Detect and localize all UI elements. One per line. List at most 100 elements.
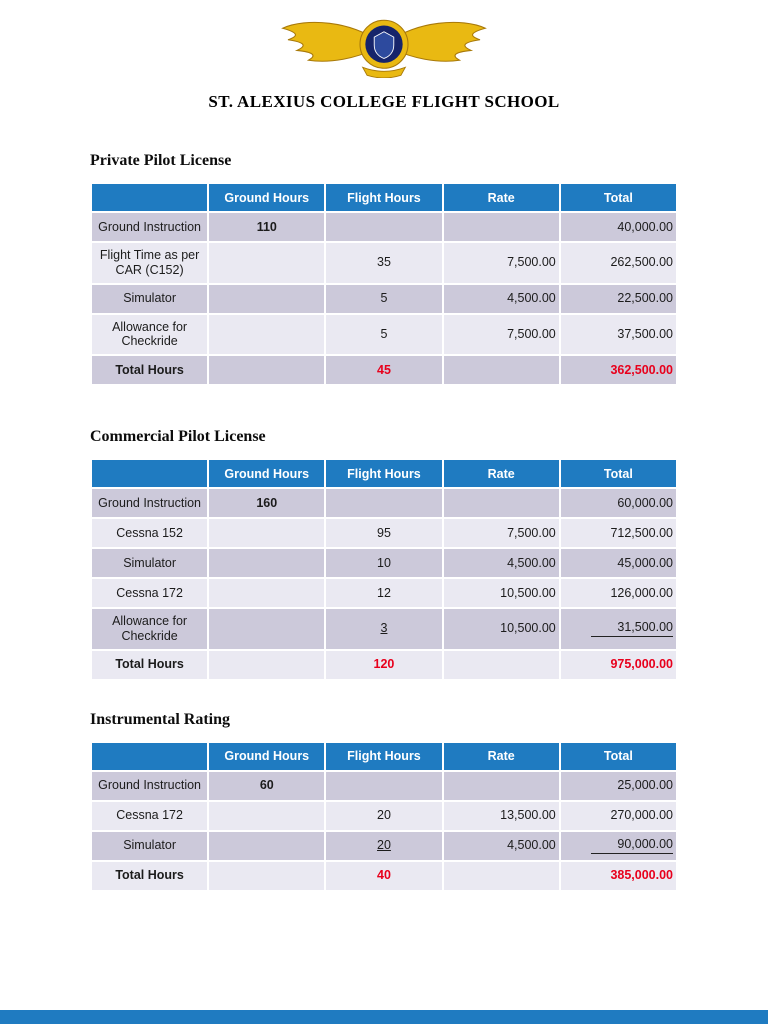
table-row: Simulator 5 4,500.00 22,500.00 [92,284,676,313]
cell-flight-hours: 3 [326,609,442,649]
table-row: Allowance for Checkride 5 7,500.00 37,50… [92,314,676,354]
table-instrumental-rating: Ground Hours Flight Hours Rate Total Gro… [90,741,678,892]
cell-ground-hours: 110 [209,213,325,241]
page-title: ST. ALEXIUS COLLEGE FLIGHT SCHOOL [208,92,560,111]
header-rate: Rate [443,184,559,211]
row-label: Ground Instruction [92,213,208,241]
cell-total: 126,000.00 [560,579,676,607]
row-label: Allowance for Checkride [92,609,208,649]
cell-grand-total: 385,000.00 [560,861,676,890]
cell-rate [443,771,559,800]
table-private-pilot-license: Ground Hours Flight Hours Rate Total Gro… [90,182,678,386]
header-ground-hours: Ground Hours [209,742,325,770]
cell-ground-hours [209,650,325,679]
cell-ground-hours: 160 [209,489,325,517]
cell-rate: 4,500.00 [443,549,559,577]
wings-logo-icon [281,19,487,78]
cell-grand-total: 362,500.00 [560,356,676,384]
cell-rate: 7,500.00 [443,243,559,283]
cell-ground-hours [209,314,325,354]
cell-total: 37,500.00 [560,314,676,354]
cell-flight-hours: 10 [326,549,442,577]
header-flight-hours: Flight Hours [326,742,442,770]
header-empty [92,184,208,211]
cell-flight-hours-total: 120 [326,650,442,679]
section-heading-private-pilot-license: Private Pilot License [90,152,232,169]
row-label: Simulator [92,831,208,860]
header-empty [92,460,208,487]
cell-flight-hours: 35 [326,243,442,283]
cell-total: 262,500.00 [560,243,676,283]
table-row: Cessna 152 95 7,500.00 712,500.00 [92,519,676,547]
cell-ground-hours: 60 [209,771,325,800]
table-total-row: Total Hours 45 362,500.00 [92,356,676,384]
table-row: Allowance for Checkride 3 10,500.00 31,5… [92,609,676,649]
cell-flight-hours: 5 [326,284,442,313]
cell-rate: 7,500.00 [443,314,559,354]
cell-total: 31,500.00 [560,609,676,649]
header-ground-hours: Ground Hours [209,184,325,211]
table-row: Ground Instruction 60 25,000.00 [92,771,676,800]
row-label: Cessna 152 [92,519,208,547]
cell-ground-hours [209,801,325,830]
row-label: Ground Instruction [92,489,208,517]
cell-grand-total: 975,000.00 [560,650,676,679]
table-total-row: Total Hours 120 975,000.00 [92,650,676,679]
section-heading-instrumental-rating: Instrumental Rating [90,710,231,728]
cell-rate [443,489,559,517]
cell-ground-hours [209,284,325,313]
header-total: Total [560,742,676,770]
table-total-row: Total Hours 40 385,000.00 [92,861,676,890]
cell-total: 25,000.00 [560,771,676,800]
section-heading-commercial-pilot-license: Commercial Pilot License [90,428,266,445]
cell-flight-hours [326,213,442,241]
cell-ground-hours [209,243,325,283]
cell-ground-hours [209,549,325,577]
cell-ground-hours [209,831,325,860]
cell-rate: 13,500.00 [443,801,559,830]
cell-rate [443,356,559,384]
cell-total: 22,500.00 [560,284,676,313]
header-flight-hours: Flight Hours [326,460,442,487]
cell-total: 712,500.00 [560,519,676,547]
header-total: Total [560,184,676,211]
row-label: Cessna 172 [92,579,208,607]
row-label: Total Hours [92,861,208,890]
row-label: Total Hours [92,650,208,679]
cell-flight-hours: 12 [326,579,442,607]
cell-flight-hours [326,771,442,800]
next-page-edge-bar [0,1010,768,1024]
table-row: Cessna 172 20 13,500.00 270,000.00 [92,801,676,830]
cell-ground-hours [209,609,325,649]
row-label: Cessna 172 [92,801,208,830]
cell-rate: 7,500.00 [443,519,559,547]
table-header-row: Ground Hours Flight Hours Rate Total [92,742,676,770]
cell-rate [443,861,559,890]
row-label: Flight Time as per CAR (C152) [92,243,208,283]
cell-total: 270,000.00 [560,801,676,830]
cell-rate: 10,500.00 [443,579,559,607]
cell-total: 45,000.00 [560,549,676,577]
cell-rate [443,650,559,679]
cell-flight-hours: 95 [326,519,442,547]
header-rate: Rate [443,742,559,770]
table-row: Simulator 10 4,500.00 45,000.00 [92,549,676,577]
cell-flight-hours: 20 [326,801,442,830]
row-label: Ground Instruction [92,771,208,800]
cell-rate: 4,500.00 [443,831,559,860]
header-total: Total [560,460,676,487]
cell-total: 90,000.00 [560,831,676,860]
row-label: Simulator [92,549,208,577]
sum-underlined-value: 31,500.00 [591,620,673,638]
row-label: Simulator [92,284,208,313]
cell-rate: 4,500.00 [443,284,559,313]
table-row: Ground Instruction 110 40,000.00 [92,213,676,241]
cell-ground-hours [209,579,325,607]
cell-flight-hours [326,489,442,517]
table-header-row: Ground Hours Flight Hours Rate Total [92,460,676,487]
table-row: Flight Time as per CAR (C152) 35 7,500.0… [92,243,676,283]
cell-ground-hours [209,519,325,547]
underlined-value: 20 [377,838,391,853]
cell-ground-hours [209,861,325,890]
